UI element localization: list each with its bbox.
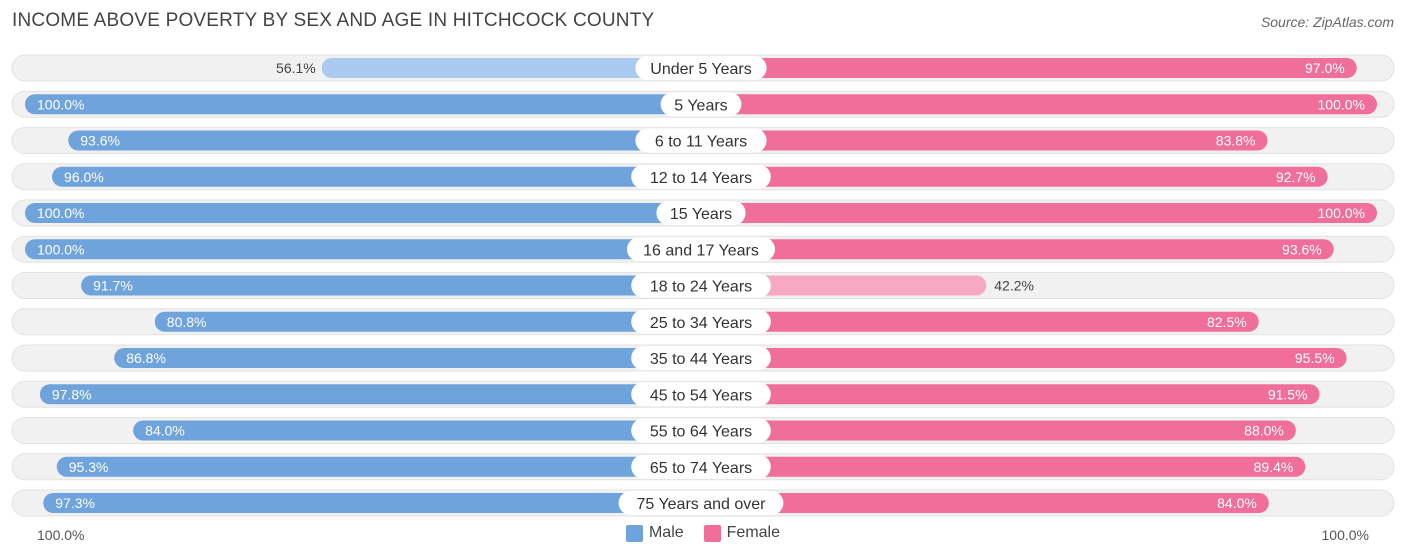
female-bar <box>701 203 1377 223</box>
category-label: 35 to 44 Years <box>650 351 752 368</box>
male-value-label: 84.0% <box>145 423 185 439</box>
male-bar <box>321 58 701 78</box>
category-label-bg <box>635 128 767 153</box>
male-bar <box>52 166 702 187</box>
legend-item-male[interactable]: Male <box>625 524 684 542</box>
female-value-label: 83.8% <box>1216 133 1256 149</box>
male-bar <box>81 275 701 296</box>
legend-label-female: Female <box>726 524 781 541</box>
category-label-bg <box>631 164 771 189</box>
female-bar <box>701 493 1269 513</box>
category-label-bg <box>631 273 771 298</box>
female-bar <box>701 239 1334 260</box>
legend-swatch-female <box>703 524 721 542</box>
chart-title: INCOME ABOVE POVERTY BY SEX AND AGE IN H… <box>12 10 655 31</box>
category-label: 12 to 14 Years <box>650 170 752 187</box>
category-label-bg <box>635 56 767 80</box>
male-value-label: 56.1% <box>276 60 316 76</box>
female-bar <box>701 311 1259 332</box>
female-value-label: 97.0% <box>1305 60 1345 76</box>
female-value-label: 42.2% <box>994 278 1034 294</box>
male-bar <box>154 311 702 332</box>
male-value-label: 97.3% <box>55 495 95 511</box>
category-label-bg <box>631 454 771 479</box>
female-value-label: 100.0% <box>1318 96 1365 112</box>
male-bar <box>68 130 702 151</box>
male-value-label: 96.0% <box>64 169 104 185</box>
male-bar <box>25 239 701 260</box>
legend: Male Female <box>0 524 1406 542</box>
category-label: 18 to 24 Years <box>650 279 752 296</box>
female-value-label: 91.5% <box>1268 386 1308 402</box>
female-value-label: 100.0% <box>1318 205 1365 221</box>
category-label-bg <box>660 92 742 117</box>
category-label: 45 to 54 Years <box>650 387 752 404</box>
category-label: 6 to 11 Years <box>655 134 747 151</box>
male-bar <box>25 203 701 223</box>
male-value-label: 95.3% <box>69 459 109 475</box>
male-value-label: 100.0% <box>37 96 84 112</box>
male-value-label: 93.6% <box>80 133 120 149</box>
male-value-label: 97.8% <box>52 386 92 402</box>
female-bar <box>701 420 1296 441</box>
male-value-label: 91.7% <box>93 278 133 294</box>
male-bar <box>39 384 701 405</box>
legend-item-female[interactable]: Female <box>703 524 781 542</box>
category-label-bg <box>631 309 771 334</box>
female-value-label: 82.5% <box>1207 314 1247 330</box>
axis-right-label: 100.0% <box>1321 527 1369 543</box>
female-value-label: 95.5% <box>1295 350 1335 366</box>
male-bar <box>114 348 702 368</box>
female-bar <box>701 166 1328 187</box>
category-label: 5 Years <box>674 97 727 114</box>
chart-area: 56.1% 97.0% Under 5 Years 100.0% 100.0% 5 Yea… <box>11 54 1395 517</box>
female-value-label: 89.4% <box>1254 459 1294 475</box>
category-label-bg <box>656 201 746 225</box>
female-bar <box>701 58 1357 78</box>
category-label-bg <box>631 346 771 370</box>
male-bar <box>133 420 701 441</box>
category-label-bg <box>631 418 771 443</box>
male-value-label: 100.0% <box>37 205 84 221</box>
source-label: Source: ZipAtlas.com <box>1260 14 1394 30</box>
female-value-label: 93.6% <box>1282 241 1322 257</box>
category-label: 65 to 74 Years <box>650 460 752 477</box>
male-bar <box>25 94 701 115</box>
female-value-label: 92.7% <box>1276 169 1316 185</box>
male-value-label: 100.0% <box>37 241 84 257</box>
female-bar <box>701 94 1377 115</box>
category-label-bg <box>627 237 775 262</box>
category-label: 15 Years <box>670 206 732 223</box>
legend-swatch-male <box>625 524 643 542</box>
category-label: 25 to 34 Years <box>650 315 752 332</box>
legend-label-male: Male <box>648 524 684 541</box>
axis-left-label: 100.0% <box>37 527 85 543</box>
female-bar <box>701 130 1268 151</box>
category-label-bg <box>631 382 771 407</box>
male-bar <box>56 456 702 477</box>
category-label: 55 to 64 Years <box>650 424 752 441</box>
female-value-label: 84.0% <box>1217 495 1257 511</box>
female-bar <box>701 348 1347 368</box>
male-bar <box>43 493 701 513</box>
female-value-label: 88.0% <box>1244 423 1284 439</box>
category-label: 75 Years and over <box>637 496 767 513</box>
category-label: 16 and 17 Years <box>643 242 759 259</box>
female-bar <box>701 275 987 296</box>
female-bar <box>701 384 1320 405</box>
category-label: Under 5 Years <box>650 61 751 78</box>
male-value-label: 86.8% <box>126 350 166 366</box>
male-value-label: 80.8% <box>167 314 207 330</box>
category-label-bg <box>618 491 784 515</box>
female-bar <box>701 456 1306 477</box>
